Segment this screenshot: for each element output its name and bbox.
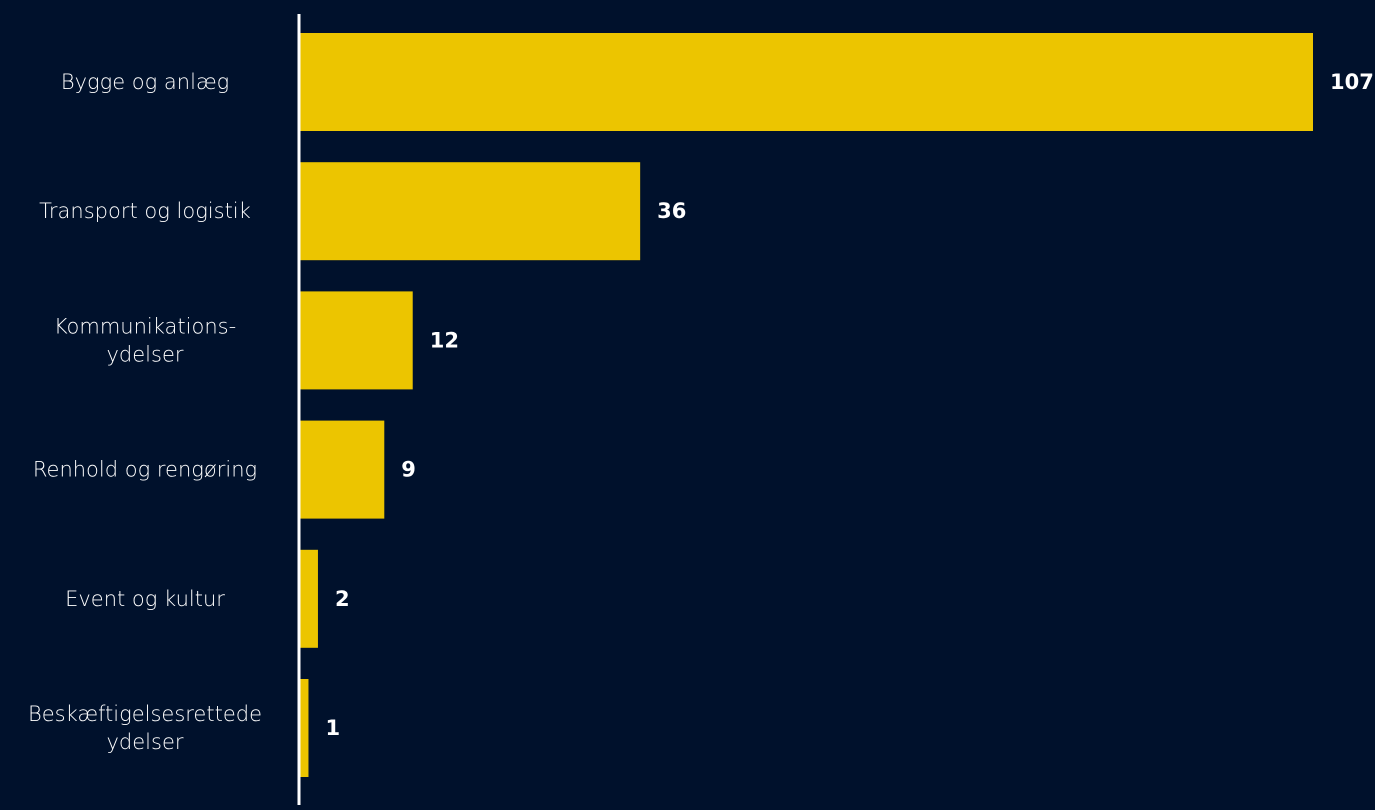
category-label-line: ydelser [106,730,183,754]
value-label-3: 9 [401,458,416,482]
category-label-5: Beskæftigelsesrettede ydelser [28,702,262,754]
category-label-line: Kommunikations- [54,314,236,338]
bar-0 [299,33,1313,131]
category-label-line: Beskæftigelsesrettede [28,702,262,726]
value-label-4: 2 [335,587,350,611]
bar-1 [299,162,641,261]
category-label-line: Renhold og rengøring [33,458,257,482]
category-label-4: Event og kultur [65,587,225,611]
bar-3 [299,420,385,519]
category-label-0: Bygge og anlæg [61,70,229,94]
bar-2 [299,291,413,390]
category-label-line: Bygge og anlæg [61,70,229,94]
category-label-line: Transport og logistik [39,199,251,223]
category-label-line: ydelser [106,342,183,366]
value-label-5: 1 [325,716,340,740]
value-label-2: 12 [430,328,459,352]
category-label-3: Renhold og rengøring [33,458,257,482]
category-label-2: Kommunikations-ydelser [54,314,236,366]
bar-4 [299,549,318,648]
value-label-0: 107 [1330,70,1374,94]
value-label-1: 36 [657,199,686,223]
category-label-1: Transport og logistik [39,199,251,223]
category-label-line: Event og kultur [65,587,225,611]
bar-5 [299,679,309,777]
